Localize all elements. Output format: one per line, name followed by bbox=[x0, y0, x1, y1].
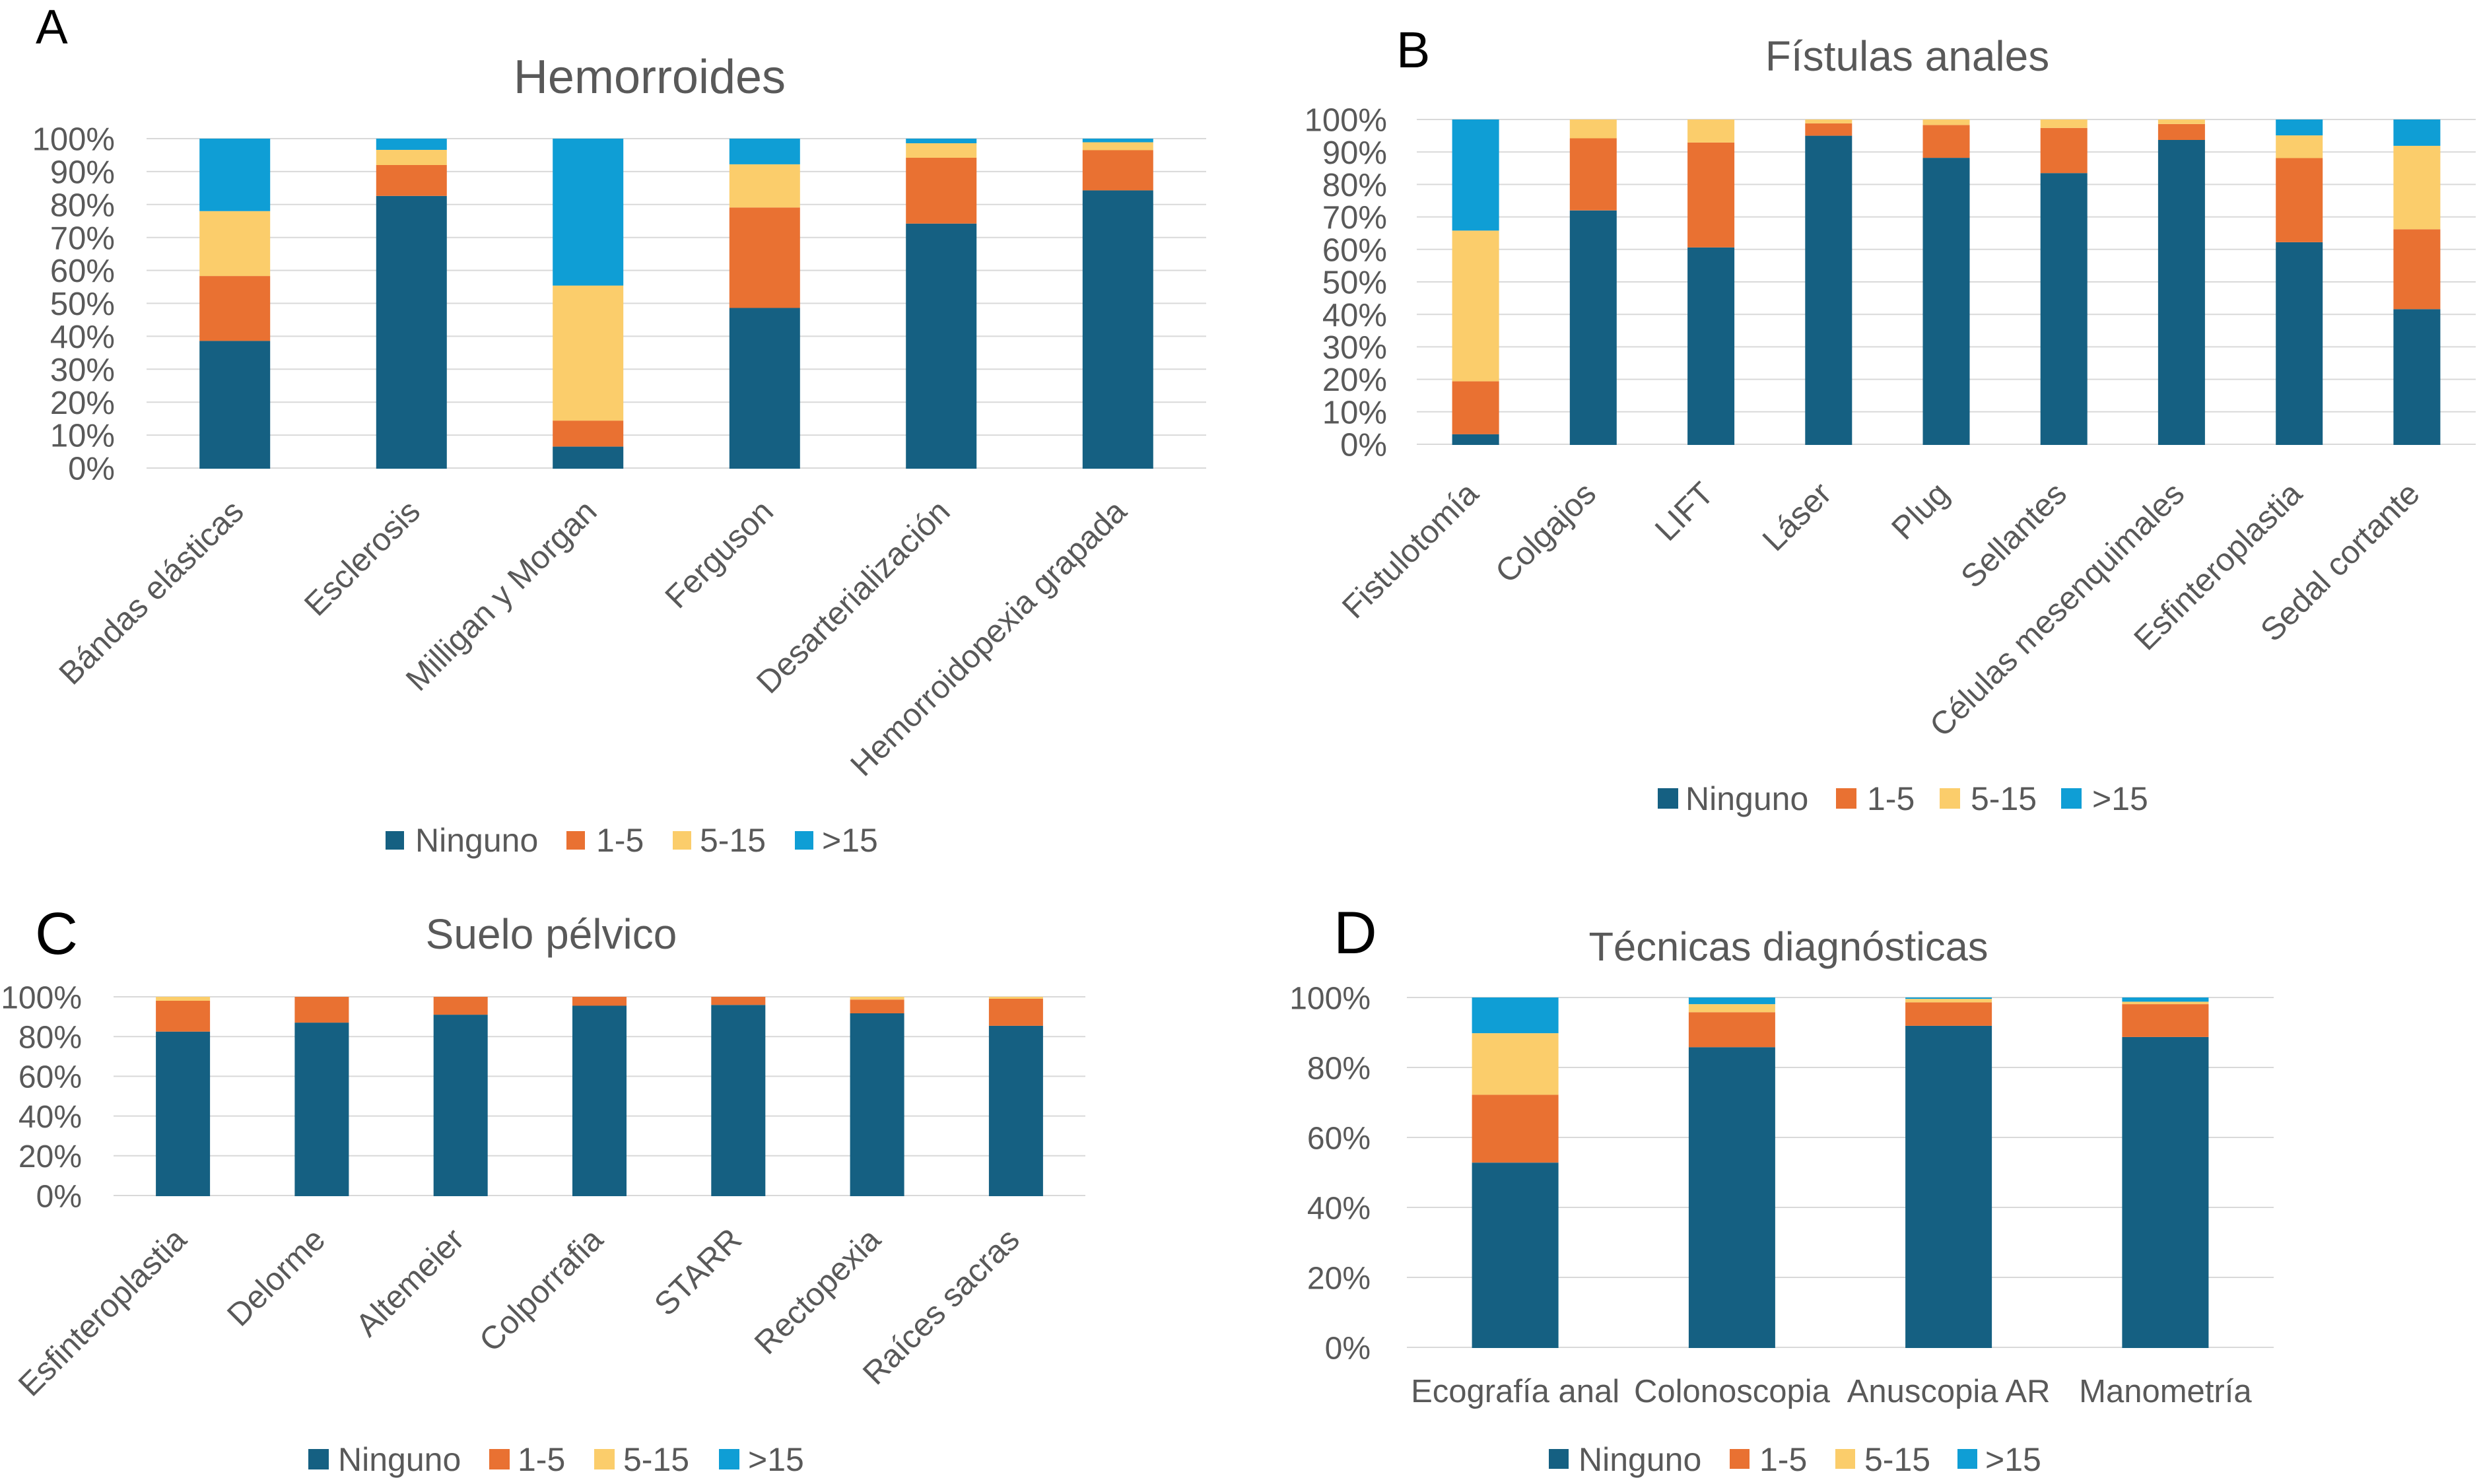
svg-text:5-15: 5-15 bbox=[623, 1441, 689, 1478]
svg-text:90%: 90% bbox=[50, 155, 115, 191]
svg-text:100%: 100% bbox=[1289, 981, 1371, 1016]
svg-text:30%: 30% bbox=[50, 353, 115, 388]
svg-text:>15: >15 bbox=[2092, 780, 2148, 817]
svg-text:B: B bbox=[1396, 22, 1430, 79]
svg-text:20%: 20% bbox=[50, 386, 115, 421]
svg-text:>15: >15 bbox=[1985, 1441, 2041, 1478]
svg-text:Suelo pélvico: Suelo pélvico bbox=[426, 910, 677, 958]
svg-text:50%: 50% bbox=[1322, 265, 1387, 301]
svg-text:10%: 10% bbox=[1322, 395, 1387, 430]
svg-text:1-5: 1-5 bbox=[596, 822, 644, 859]
svg-text:20%: 20% bbox=[1307, 1261, 1371, 1296]
svg-text:0%: 0% bbox=[1340, 428, 1387, 463]
svg-text:Manometría: Manometría bbox=[2079, 1374, 2252, 1409]
svg-text:Hemorroides: Hemorroides bbox=[514, 51, 786, 104]
svg-text:0%: 0% bbox=[1325, 1331, 1371, 1366]
svg-text:D: D bbox=[1334, 900, 1377, 966]
svg-text:70%: 70% bbox=[1322, 200, 1387, 236]
svg-text:80%: 80% bbox=[18, 1021, 82, 1056]
svg-text:1-5: 1-5 bbox=[1759, 1441, 1807, 1478]
svg-text:80%: 80% bbox=[1322, 168, 1387, 203]
svg-text:40%: 40% bbox=[1322, 298, 1387, 333]
svg-text:40%: 40% bbox=[50, 320, 115, 355]
svg-text:5-15: 5-15 bbox=[1864, 1441, 1930, 1478]
svg-text:60%: 60% bbox=[18, 1060, 82, 1095]
svg-text:70%: 70% bbox=[50, 220, 115, 256]
svg-text:A: A bbox=[36, 1, 68, 54]
svg-text:40%: 40% bbox=[18, 1100, 82, 1135]
svg-text:Ninguno: Ninguno bbox=[415, 822, 538, 859]
svg-text:10%: 10% bbox=[50, 419, 115, 454]
svg-text:100%: 100% bbox=[1, 980, 82, 1015]
svg-text:60%: 60% bbox=[1307, 1121, 1371, 1156]
svg-text:100%: 100% bbox=[1305, 103, 1387, 139]
svg-text:Ninguno: Ninguno bbox=[1685, 780, 1808, 817]
svg-text:Anuscopia AR: Anuscopia AR bbox=[1847, 1374, 2051, 1409]
svg-text:50%: 50% bbox=[50, 287, 115, 322]
svg-text:Colonoscopia: Colonoscopia bbox=[1634, 1374, 1831, 1409]
svg-text:Técnicas diagnósticas: Técnicas diagnósticas bbox=[1588, 924, 1988, 970]
svg-text:0%: 0% bbox=[68, 452, 115, 487]
svg-text:80%: 80% bbox=[1307, 1051, 1371, 1086]
svg-text:5-15: 5-15 bbox=[700, 822, 766, 859]
svg-text:Ninguno: Ninguno bbox=[1579, 1441, 1701, 1478]
svg-text:Ninguno: Ninguno bbox=[338, 1441, 461, 1478]
svg-text:60%: 60% bbox=[1322, 232, 1387, 268]
svg-text:1-5: 1-5 bbox=[1867, 780, 1915, 817]
svg-text:60%: 60% bbox=[50, 253, 115, 289]
svg-text:Fístulas anales: Fístulas anales bbox=[1765, 32, 2049, 80]
svg-text:C: C bbox=[35, 901, 78, 967]
svg-text:1-5: 1-5 bbox=[518, 1441, 565, 1478]
svg-text:5-15: 5-15 bbox=[1971, 780, 2037, 817]
svg-text:20%: 20% bbox=[1322, 362, 1387, 398]
svg-text:40%: 40% bbox=[1307, 1191, 1371, 1226]
svg-text:90%: 90% bbox=[1322, 135, 1387, 171]
svg-text:20%: 20% bbox=[18, 1139, 82, 1174]
svg-text:>15: >15 bbox=[822, 822, 878, 859]
svg-text:80%: 80% bbox=[50, 187, 115, 223]
svg-text:>15: >15 bbox=[748, 1441, 804, 1478]
svg-text:0%: 0% bbox=[36, 1179, 82, 1214]
svg-text:Ecografía anal: Ecografía anal bbox=[1411, 1374, 1619, 1409]
svg-text:30%: 30% bbox=[1322, 330, 1387, 366]
svg-text:100%: 100% bbox=[32, 122, 115, 158]
